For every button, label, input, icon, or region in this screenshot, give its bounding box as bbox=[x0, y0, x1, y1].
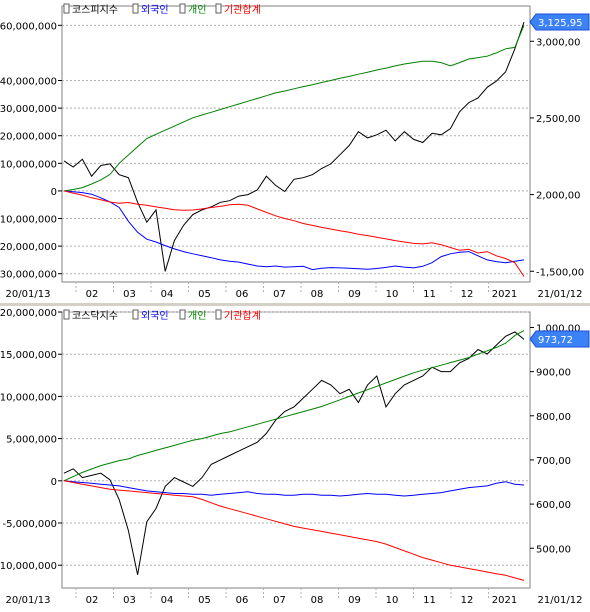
x-tick-label: 10 bbox=[386, 289, 399, 300]
legend-label: 외국인 bbox=[141, 4, 169, 16]
left-tick-label: 0 bbox=[51, 187, 57, 198]
current-value-tag: 973,72 bbox=[529, 330, 590, 348]
legend-swatch bbox=[132, 309, 139, 320]
x-tick-label: 04 bbox=[161, 289, 174, 300]
legend-label: 개인 bbox=[188, 4, 206, 16]
legend-label: 외국인 bbox=[141, 310, 169, 322]
kospi-investor-chart: 60,000,000 40,000,000 30,000,000 20,000,000… bbox=[0, 0, 590, 303]
legend-swatch bbox=[63, 3, 70, 14]
right-tick-label: 900,00 bbox=[536, 368, 571, 379]
x-tick-label: 04 bbox=[161, 595, 174, 606]
x-tick-label: 11 bbox=[423, 289, 436, 300]
x-tick-label: 12 bbox=[461, 595, 474, 606]
right-tick-label: 2,500,00 bbox=[536, 114, 581, 125]
x-tick-label: 20/01/13 bbox=[6, 595, 51, 606]
legend-swatch bbox=[132, 3, 139, 14]
series-line bbox=[63, 480, 525, 581]
x-tick-label: 21/01/12 bbox=[538, 595, 583, 606]
legend-label: 기관합계 bbox=[224, 310, 261, 322]
x-tick-label: 09 bbox=[348, 595, 361, 606]
right-tick-label: 2,000,00 bbox=[536, 191, 581, 202]
left-tick-label: -10,000,000 bbox=[0, 215, 57, 226]
legend-label: 기관합계 bbox=[224, 4, 261, 16]
plot-frame bbox=[61, 5, 531, 283]
current-value-badge bbox=[529, 330, 590, 348]
left-tick-label: -5,000,000 bbox=[2, 519, 57, 530]
x-tick-label: 2021 bbox=[492, 289, 517, 300]
right-tick-label: 800,00 bbox=[536, 412, 571, 423]
left-tick-label: 15,000,000 bbox=[0, 350, 57, 361]
right-tick-label: 500,00 bbox=[536, 544, 571, 555]
x-tick-label: 09 bbox=[348, 289, 361, 300]
legend: 코스닥지수 외국인 개인 기관합계 bbox=[63, 309, 261, 322]
x-tick-label: 02 bbox=[86, 289, 99, 300]
x-tick-label: 06 bbox=[236, 289, 249, 300]
legend-swatch bbox=[215, 3, 222, 14]
right-tick-label: 1,000,00 bbox=[536, 323, 581, 334]
x-tick-label: 07 bbox=[273, 289, 286, 300]
current-value-tag: 3,125,95 bbox=[529, 13, 590, 31]
legend-swatch bbox=[179, 309, 186, 320]
left-tick-label: 20,000,000 bbox=[0, 308, 57, 319]
current-value-label: 973,72 bbox=[538, 335, 573, 346]
right-tick-label: 700,00 bbox=[536, 456, 571, 467]
current-value-label: 3,125,95 bbox=[538, 18, 583, 29]
x-tick-label: 06 bbox=[236, 595, 249, 606]
series-line bbox=[63, 25, 525, 192]
x-tick-label: 10 bbox=[386, 595, 399, 606]
x-tick-label: 08 bbox=[311, 595, 324, 606]
x-tick-label: 08 bbox=[311, 289, 324, 300]
right-tick-label: 600,00 bbox=[536, 500, 571, 511]
series-line bbox=[63, 331, 525, 575]
series-line bbox=[63, 480, 525, 497]
panel-divider bbox=[0, 303, 590, 306]
left-tick-label: 10,000,000 bbox=[0, 392, 57, 403]
left-tick-label: -30,000,000 bbox=[0, 270, 57, 281]
left-tick-label: 0 bbox=[51, 477, 57, 488]
left-tick-label: 60,000,000 bbox=[0, 21, 57, 32]
x-tick-label: 03 bbox=[123, 289, 136, 300]
series-line bbox=[63, 21, 525, 272]
x-tick-label: 12 bbox=[461, 289, 474, 300]
legend-label: 코스피지수 bbox=[72, 4, 118, 16]
x-tick-label: 20/01/13 bbox=[6, 289, 51, 300]
x-tick-label: 2021 bbox=[492, 595, 517, 606]
left-tick-label: 20,000,000 bbox=[0, 132, 57, 143]
kosdaq-investor-chart: 20,000,000 15,000,000 10,000,000 5,000,000 0… bbox=[0, 306, 590, 609]
x-tick-label: 03 bbox=[123, 595, 136, 606]
x-tick-label: 02 bbox=[86, 595, 99, 606]
legend-label: 개인 bbox=[188, 310, 206, 322]
left-tick-label: -10,000,000 bbox=[0, 561, 57, 572]
current-value-badge bbox=[529, 13, 590, 31]
right-tick-label: -1,500,00 bbox=[536, 267, 584, 278]
kospi-chart-svg: 60,000,000 40,000,000 30,000,000 20,000,000… bbox=[0, 3, 590, 300]
x-tick-label: 11 bbox=[423, 595, 436, 606]
series-line bbox=[63, 190, 525, 277]
series-line bbox=[63, 190, 525, 271]
left-tick-label: 10,000,000 bbox=[0, 159, 57, 170]
legend-label: 코스닥지수 bbox=[72, 310, 118, 322]
legend-swatch bbox=[179, 3, 186, 14]
right-tick-label: 3,000,00 bbox=[536, 37, 581, 48]
left-tick-label: 40,000,000 bbox=[0, 77, 57, 88]
kosdaq-chart-svg: 20,000,000 15,000,000 10,000,000 5,000,000 0… bbox=[0, 308, 590, 606]
x-tick-label: 07 bbox=[273, 595, 286, 606]
x-tick-label: 21/01/12 bbox=[538, 289, 583, 300]
left-tick-label: -20,000,000 bbox=[0, 242, 57, 253]
x-tick-label: 05 bbox=[198, 289, 211, 300]
left-tick-label: 30,000,000 bbox=[0, 104, 57, 115]
legend: 코스피지수 외국인 개인 기관합계 bbox=[63, 3, 261, 16]
series-line bbox=[63, 330, 525, 482]
left-tick-label: 5,000,000 bbox=[6, 435, 57, 446]
legend-swatch bbox=[63, 309, 70, 320]
legend-swatch bbox=[215, 309, 222, 320]
x-tick-label: 05 bbox=[198, 595, 211, 606]
